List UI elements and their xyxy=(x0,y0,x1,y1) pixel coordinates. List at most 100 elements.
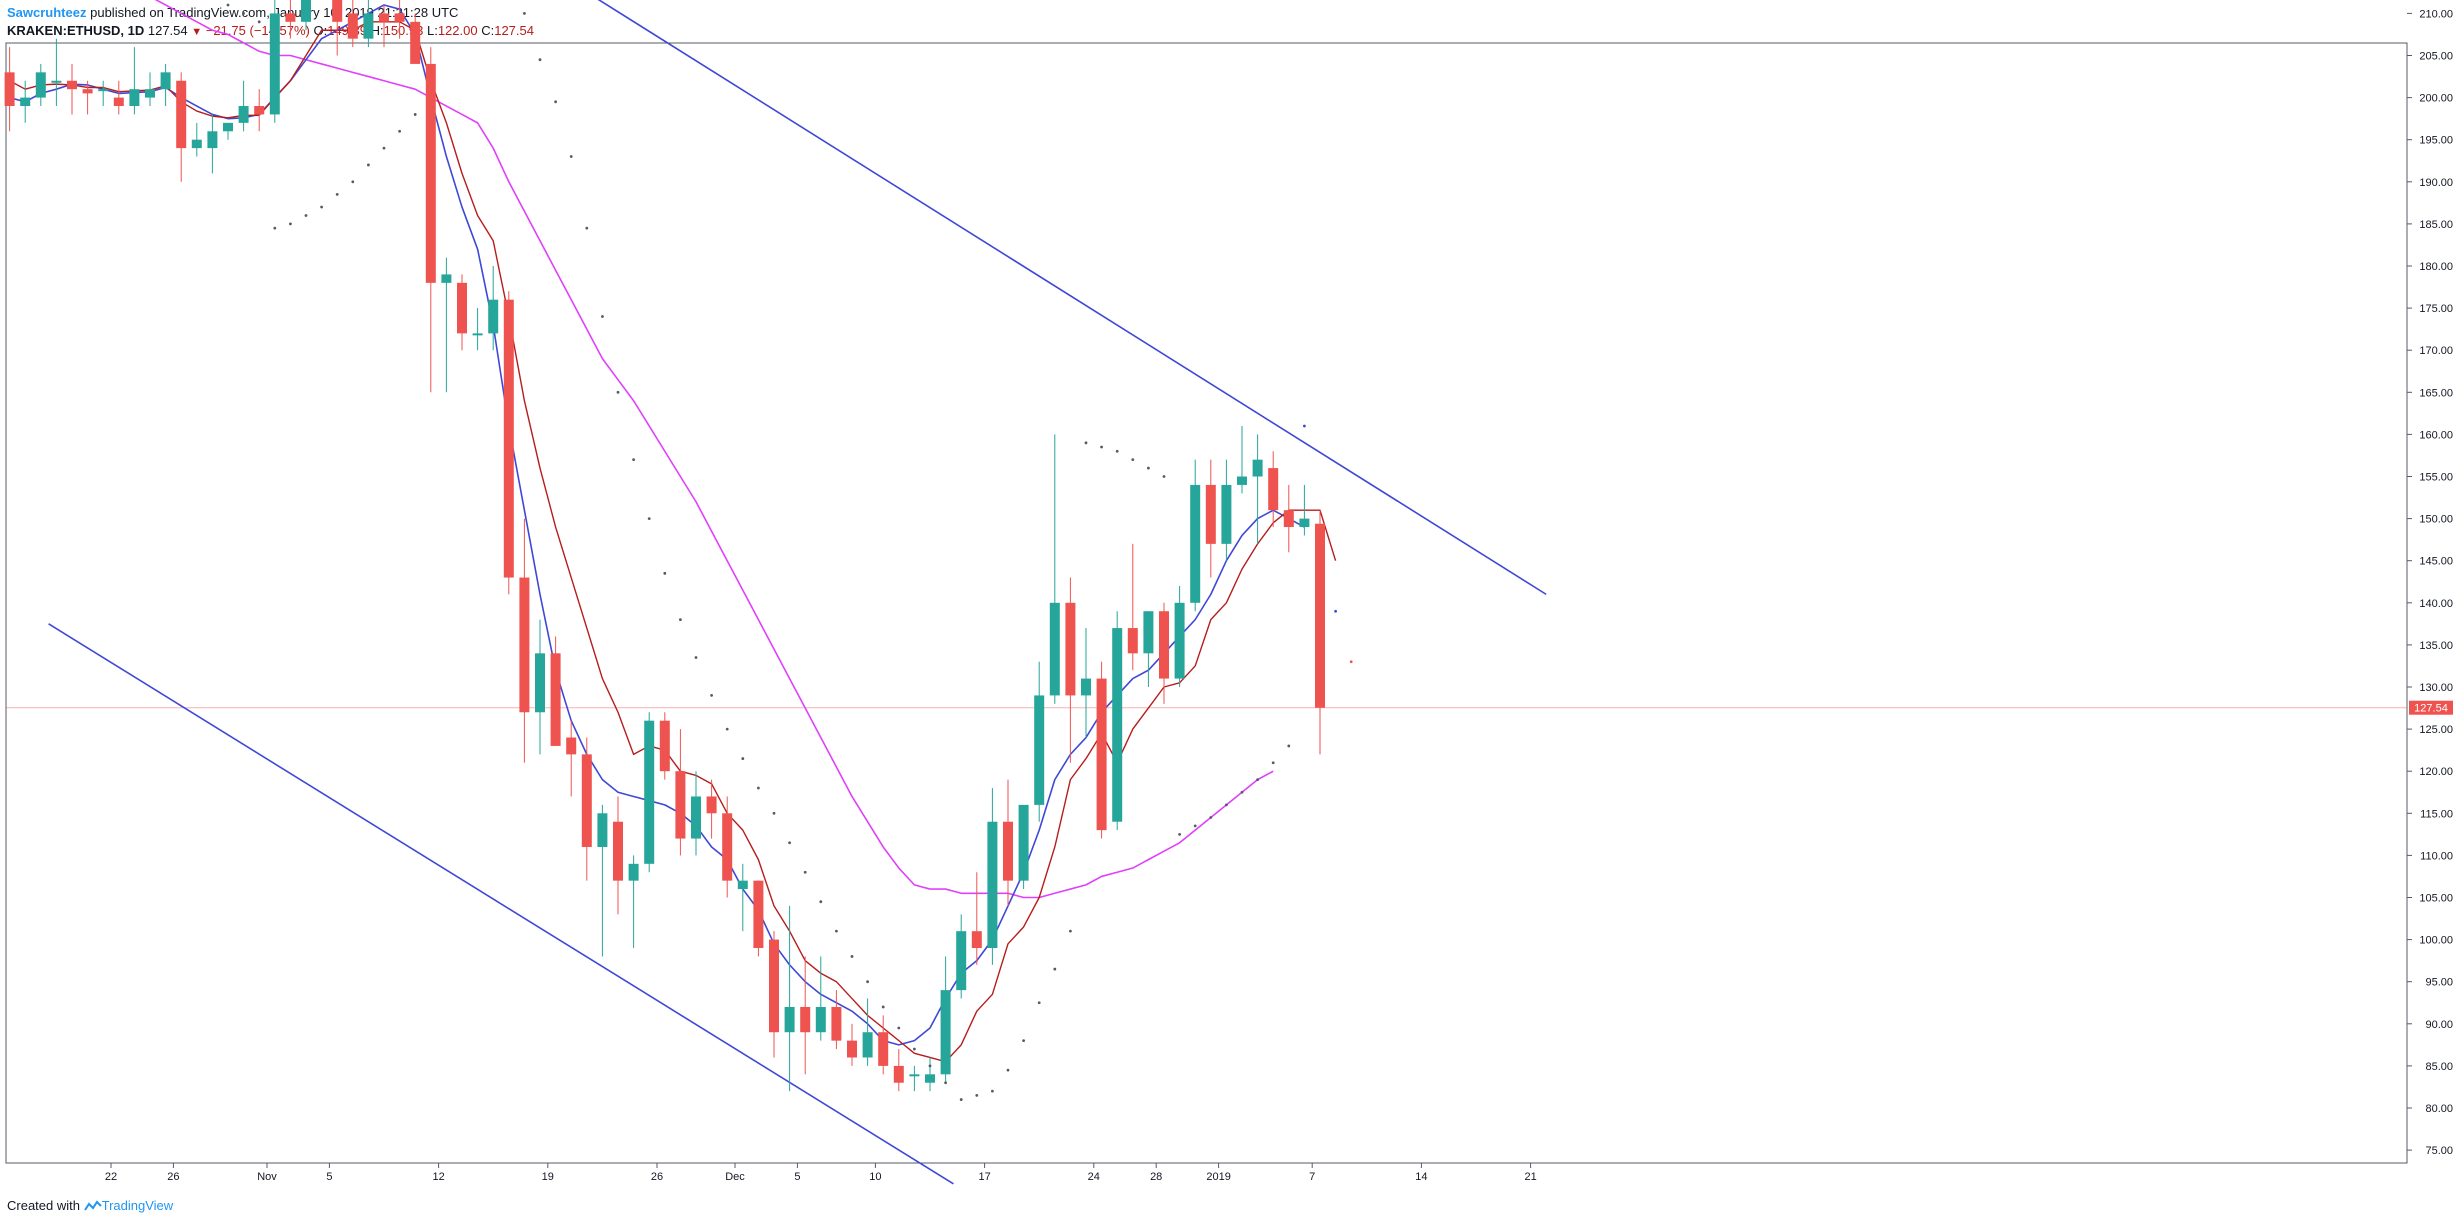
candle xyxy=(847,1023,857,1066)
price-tick-label: 110.00 xyxy=(2420,850,2453,862)
candle-body xyxy=(410,21,421,64)
candle-body xyxy=(457,282,467,334)
candle-body xyxy=(737,880,748,890)
candle-body xyxy=(753,880,764,949)
candle xyxy=(675,729,686,856)
price-tick-label: 205.00 xyxy=(2419,51,2453,63)
psar-dot xyxy=(242,12,246,15)
price-tick-label: 75.00 xyxy=(2425,1145,2453,1157)
price-axis[interactable]: 75.00 80.00 85.00 90.00 95.00 100.00 105.00 110… xyxy=(2407,0,2453,1157)
candle-body xyxy=(35,72,46,98)
last-price-badge-label: 127.54 xyxy=(2414,703,2448,715)
candle xyxy=(176,72,187,182)
candle xyxy=(394,0,405,39)
candle xyxy=(347,0,358,48)
open-label: O: xyxy=(313,23,328,38)
candle-body xyxy=(238,106,249,123)
psar-dot xyxy=(1318,550,1322,554)
candle xyxy=(160,63,171,107)
author-name[interactable]: Sawcruhteez xyxy=(7,5,87,20)
candle-body xyxy=(769,939,779,1033)
time-tick-label: Dec xyxy=(725,1171,745,1183)
candle xyxy=(800,956,811,1075)
candle xyxy=(815,956,826,1041)
candles xyxy=(4,0,1325,1092)
candle xyxy=(659,712,670,780)
psar-dot xyxy=(1256,778,1259,782)
psar-dot xyxy=(1209,816,1213,819)
psar-dot xyxy=(1069,929,1072,933)
psar-dot xyxy=(523,12,526,15)
price-tick-label: 165.00 xyxy=(2419,387,2453,399)
candle-body xyxy=(909,1074,920,1077)
candle xyxy=(753,880,764,957)
close-label: C: xyxy=(481,23,495,38)
tradingview-link[interactable]: TradingView xyxy=(101,1198,174,1213)
candle-body xyxy=(519,577,530,713)
candle xyxy=(113,80,124,115)
price-tick-label: 105.00 xyxy=(2419,893,2453,905)
time-axis[interactable]: 22 26 Nov 5 12 19 26 Dec 5 10 17 24 28 2019 7 14 21 xyxy=(105,1163,1537,1183)
candle xyxy=(909,1065,920,1092)
candle-body xyxy=(1268,468,1279,511)
last-price: 127.54 xyxy=(147,23,188,38)
candle xyxy=(628,855,639,949)
price-tick-label: 200.00 xyxy=(2419,93,2453,105)
candle xyxy=(956,914,967,999)
candle-body xyxy=(363,13,374,39)
candle-body xyxy=(4,72,15,107)
psar-dot xyxy=(1162,475,1166,478)
time-tick-label: 14 xyxy=(1415,1171,1427,1183)
time-tick-label: 26 xyxy=(651,1171,663,1183)
candle-body xyxy=(831,1006,842,1041)
candle-body xyxy=(956,931,967,991)
candle-body xyxy=(1112,628,1123,822)
price-tick-label: 125.00 xyxy=(2419,724,2453,736)
psar-dot xyxy=(1193,824,1197,828)
candle-body xyxy=(98,89,109,92)
candle xyxy=(581,737,592,881)
candle xyxy=(925,1057,935,1092)
psar-dot xyxy=(1334,609,1337,613)
candle-body xyxy=(581,754,592,847)
candle-body xyxy=(332,0,343,22)
candle xyxy=(425,47,436,393)
price-tick-label: 130.00 xyxy=(2419,682,2453,694)
psar-dot xyxy=(1006,1068,1010,1072)
psar-dot xyxy=(725,727,729,731)
close-value: 127.54 xyxy=(494,23,534,38)
candle-body xyxy=(800,1006,811,1033)
psar-dot xyxy=(632,458,635,462)
candle-body xyxy=(1299,518,1310,528)
candle xyxy=(238,80,249,132)
psar-dot xyxy=(1131,458,1135,462)
candle-body xyxy=(1221,484,1232,544)
candle xyxy=(129,47,140,115)
time-tick-label: 7 xyxy=(1309,1171,1315,1183)
candle xyxy=(207,114,218,174)
price-tick-label: 115.00 xyxy=(2420,808,2453,820)
candle-body xyxy=(784,1006,795,1033)
candle xyxy=(1034,661,1045,822)
candle-body xyxy=(1003,821,1013,881)
psar-dot xyxy=(569,155,573,158)
psar-dot xyxy=(398,129,401,133)
candle-body xyxy=(394,13,405,22)
psar-dot xyxy=(975,1093,979,1097)
candle-body xyxy=(191,139,202,149)
candle xyxy=(566,720,577,797)
candle xyxy=(1049,434,1060,704)
candle-body xyxy=(566,737,577,755)
time-tick-label: 2019 xyxy=(1206,1171,1230,1183)
candle xyxy=(269,0,280,123)
plot-area[interactable] xyxy=(5,42,2408,1164)
candle xyxy=(301,0,311,31)
candle xyxy=(1127,543,1138,671)
last-price-badge-bg xyxy=(2409,700,2453,715)
candle-body xyxy=(1096,678,1107,831)
candle-body xyxy=(1143,611,1154,654)
symbol-label: KRAKEN:ETHUSD, 1D xyxy=(7,23,145,38)
candle xyxy=(67,63,77,115)
candle-body xyxy=(659,720,670,772)
